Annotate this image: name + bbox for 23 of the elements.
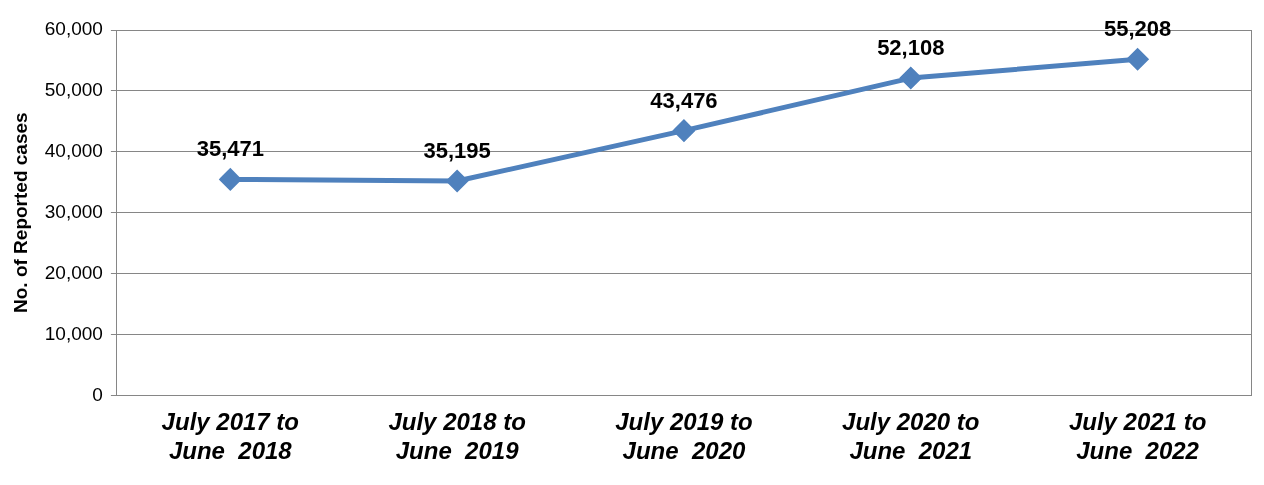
point (673, 120, 695, 142)
point (446, 170, 468, 192)
y-tick-label: 0 (92, 383, 103, 405)
y-tick-label: 10,000 (44, 322, 103, 344)
x-tick-label: July 2020 to June 2021 (842, 408, 980, 465)
y-axis-title: No. of Reported cases (9, 112, 31, 313)
data-label: 35,195 (423, 138, 491, 164)
x-tick-label: July 2017 to June 2018 (161, 408, 300, 465)
point (1127, 48, 1149, 70)
x-tick-label: July 2018 to June 2019 (388, 408, 526, 465)
y-tick-label: 50,000 (44, 79, 103, 101)
data-label: 52,108 (877, 35, 945, 61)
data-label: 35,471 (196, 136, 264, 162)
x-tick-label: July 2021 to June 2022 (1068, 408, 1207, 465)
data-label: 43,476 (650, 87, 718, 113)
point (900, 67, 922, 89)
y-tick-label: 60,000 (44, 18, 103, 40)
y-tick-label: 40,000 (44, 140, 103, 162)
x-tick-label: July 2019 to June 2020 (615, 408, 753, 465)
y-tick-label: 20,000 (44, 261, 103, 283)
y-tick-label: 30,000 (44, 200, 103, 222)
data-label: 55,208 (1103, 16, 1172, 42)
point (219, 168, 241, 190)
